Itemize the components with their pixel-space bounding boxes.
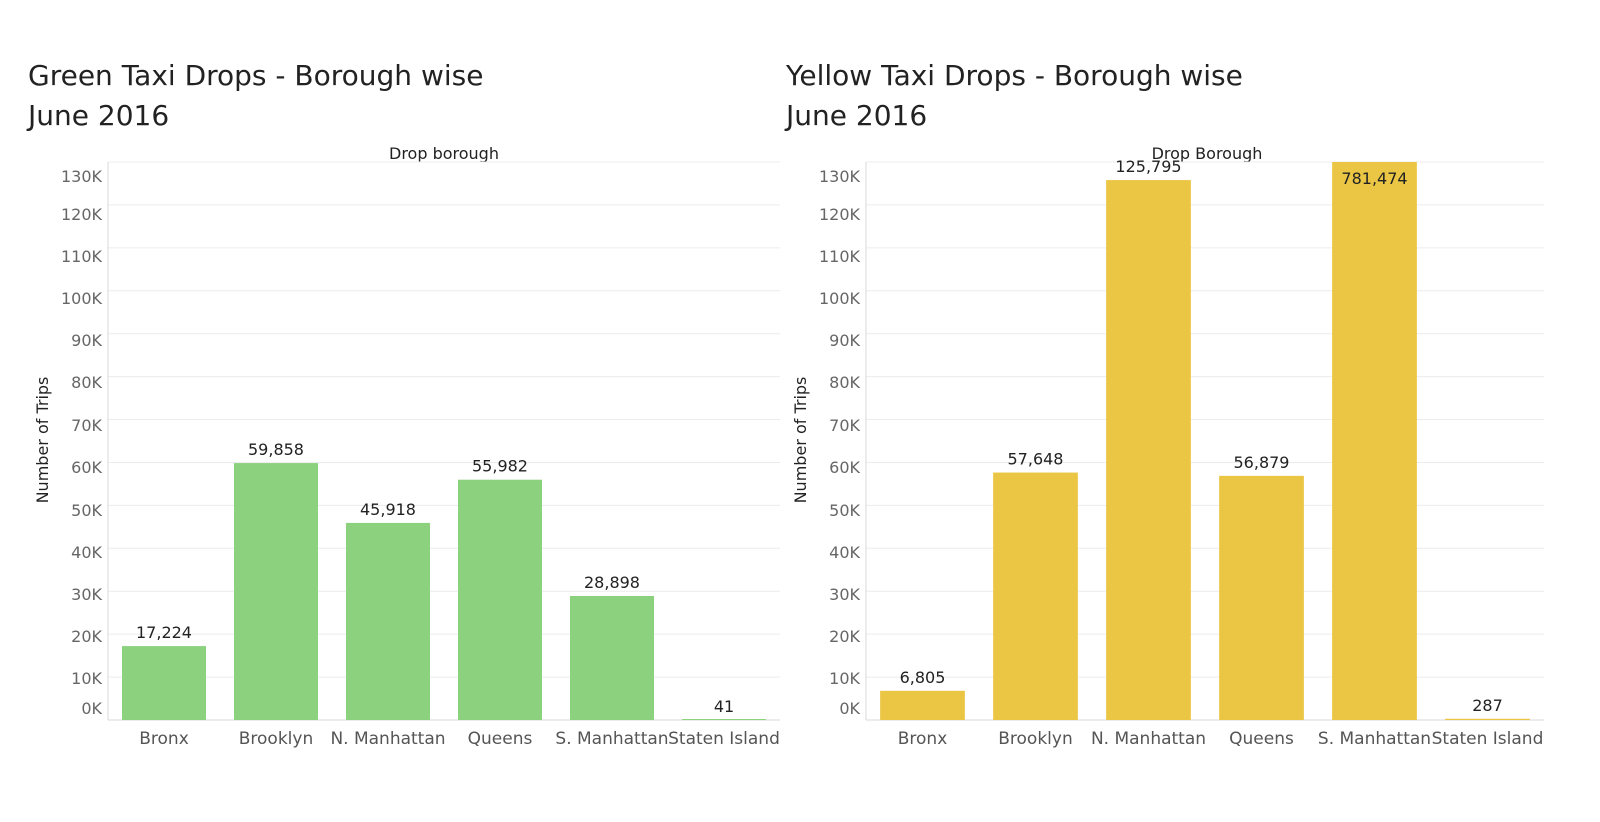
- x-category-label: Bronx: [898, 729, 948, 749]
- column-header: Drop borough: [389, 144, 499, 163]
- bar: [458, 479, 542, 720]
- data-label: 57,648: [1008, 450, 1064, 469]
- y-tick-label: 130K: [61, 167, 103, 186]
- bar: [570, 595, 654, 720]
- x-category-label: Queens: [1229, 729, 1294, 749]
- bar: [880, 690, 965, 720]
- y-tick-label: 50K: [71, 501, 102, 520]
- y-tick-label: 70K: [71, 416, 102, 435]
- bar: [682, 719, 766, 720]
- chart-subtitle: June 2016: [26, 99, 169, 132]
- x-category-label: Staten Island: [1432, 729, 1544, 749]
- y-tick-label: 10K: [71, 669, 102, 688]
- data-label: 17,224: [136, 623, 192, 642]
- y-tick-label: 110K: [819, 247, 861, 266]
- y-tick-label: 0K: [81, 699, 102, 718]
- y-tick-label: 90K: [71, 331, 102, 350]
- y-tick-label: 60K: [829, 458, 860, 477]
- y-tick-label: 40K: [829, 543, 860, 562]
- bar: [122, 646, 206, 720]
- y-tick-label: 0K: [839, 699, 860, 718]
- y-tick-label: 30K: [71, 585, 102, 604]
- y-tick-label: 80K: [71, 373, 102, 392]
- data-label: 781,474: [1341, 169, 1407, 188]
- y-tick-label: 50K: [829, 501, 860, 520]
- y-tick-label: 100K: [819, 289, 861, 308]
- y-axis-title: Number of Trips: [33, 377, 52, 504]
- data-label: 287: [1472, 696, 1503, 715]
- bar: [1106, 180, 1191, 721]
- x-category-label: S. Manhattan: [1318, 729, 1431, 749]
- y-tick-label: 20K: [71, 627, 102, 646]
- data-label: 45,918: [360, 500, 416, 519]
- bar: [346, 522, 430, 720]
- x-category-label: Bronx: [139, 729, 189, 749]
- bar: [1219, 475, 1304, 720]
- y-tick-label: 90K: [829, 331, 860, 350]
- y-tick-label: 20K: [829, 627, 860, 646]
- bar: [234, 463, 318, 720]
- chart-subtitle: June 2016: [784, 99, 927, 132]
- data-label: 6,805: [900, 668, 946, 687]
- data-label: 56,879: [1234, 453, 1290, 472]
- column-header: Drop Borough: [1152, 144, 1263, 163]
- bar: [1445, 718, 1530, 720]
- y-tick-label: 40K: [71, 543, 102, 562]
- x-category-label: S. Manhattan: [555, 729, 668, 749]
- data-label: 41: [714, 697, 734, 716]
- data-label: 125,795: [1115, 157, 1181, 176]
- bar: [993, 472, 1078, 720]
- y-tick-label: 60K: [71, 458, 102, 477]
- y-tick-label: 100K: [61, 289, 103, 308]
- chart-title: Yellow Taxi Drops - Borough wise: [785, 59, 1243, 92]
- y-tick-label: 70K: [829, 416, 860, 435]
- data-label: 28,898: [584, 573, 640, 592]
- y-tick-label: 10K: [829, 669, 860, 688]
- data-label: 55,982: [472, 457, 528, 476]
- y-tick-label: 110K: [61, 247, 103, 266]
- y-tick-label: 80K: [829, 373, 860, 392]
- y-axis-title: Number of Trips: [791, 377, 810, 504]
- data-label: 59,858: [248, 440, 304, 459]
- x-category-label: Brooklyn: [998, 729, 1072, 749]
- y-tick-label: 130K: [819, 167, 861, 186]
- y-tick-label: 120K: [61, 205, 103, 224]
- x-category-label: Staten Island: [668, 729, 780, 749]
- chart-title: Green Taxi Drops - Borough wise: [28, 59, 483, 92]
- x-category-label: N. Manhattan: [1091, 729, 1206, 749]
- bar: [1332, 162, 1417, 720]
- x-category-label: Brooklyn: [239, 729, 313, 749]
- y-tick-label: 30K: [829, 585, 860, 604]
- y-tick-label: 120K: [819, 205, 861, 224]
- x-category-label: N. Manhattan: [330, 729, 445, 749]
- x-category-label: Queens: [468, 729, 533, 749]
